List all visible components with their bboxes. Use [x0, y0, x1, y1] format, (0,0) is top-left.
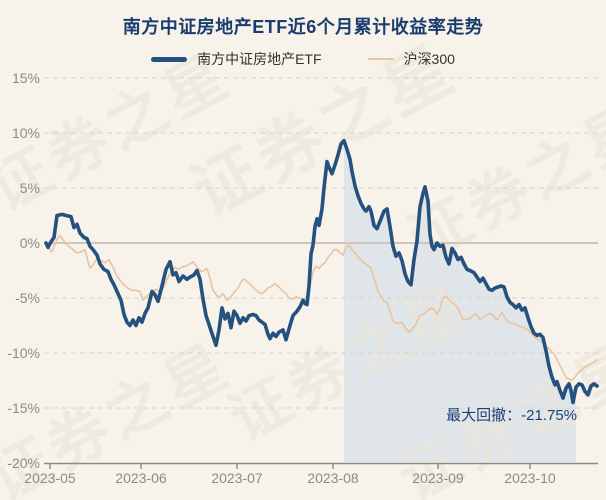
etf-line-swatch-icon	[151, 56, 188, 62]
csi300-series-line	[45, 234, 598, 382]
legend-label-etf: 南方中证房地产ETF	[197, 51, 322, 67]
x-axis-label: 2023-07	[211, 470, 263, 486]
legend-item-csi300: 沪深300	[367, 49, 455, 69]
max-drawdown-label: 最大回撤：-21.75%	[446, 407, 577, 424]
watermark-text: 证券之星	[398, 90, 606, 273]
max-drawdown-region	[344, 140, 576, 462]
x-axis-label: 2023-10	[504, 470, 556, 486]
y-axis-label: -10%	[7, 345, 40, 361]
x-axis-label: 2023-05	[24, 470, 76, 486]
legend-item-etf: 南方中证房地产ETF	[151, 49, 322, 69]
y-axis-label: 0%	[20, 235, 40, 251]
chart-title: 南方中证房地产ETF近6个月累计收益率走势	[122, 17, 484, 37]
etf-series-line	[44, 138, 599, 405]
y-axis-label: -15%	[7, 400, 40, 416]
x-axis-label: 2023-06	[115, 470, 167, 486]
y-axis-label: 5%	[20, 180, 40, 196]
y-axis-label: 15%	[12, 70, 40, 86]
x-axis-label: 2023-09	[412, 470, 464, 486]
legend: 南方中证房地产ETF 沪深300	[0, 49, 606, 69]
csi300-line-swatch-icon	[367, 58, 394, 60]
y-axis-label: 10%	[12, 125, 40, 141]
x-axis-label: 2023-08	[307, 470, 359, 486]
y-axis-label: -20%	[7, 455, 40, 471]
legend-label-csi300: 沪深300	[403, 51, 455, 67]
y-axis-label: -5%	[15, 290, 40, 306]
